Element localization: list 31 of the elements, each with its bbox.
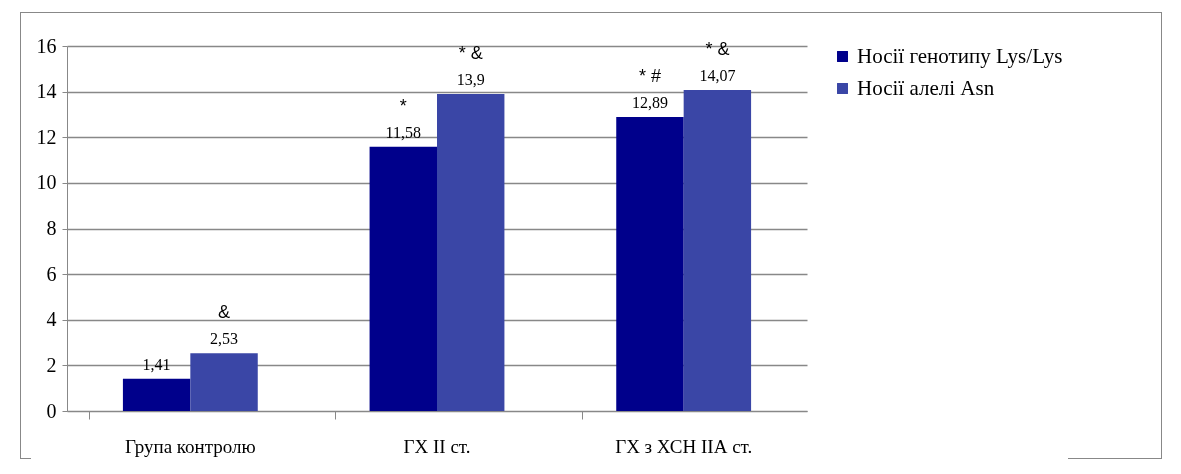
bar [369,146,437,411]
y-tick-label: 4 [46,308,57,331]
y-tick-label: 16 [36,34,57,57]
bar [616,116,684,411]
x-tick-label: ГХ ІІ ст. [403,435,471,457]
bar [683,90,752,411]
legend-label: Носії алелі Asn [857,75,995,100]
data-label: 14,07 [699,67,736,85]
y-tick-label: 8 [46,217,57,239]
y-tick-label: 14 [36,80,57,103]
bar [122,378,191,411]
y-tick-label: 12 [36,125,57,148]
annotation: & [218,302,231,323]
data-label: 2,53 [210,330,239,348]
data-label: 13,9 [456,70,485,88]
annotation: * # [638,65,661,86]
x-tick-label: ГХ з ХСН ІІА ст. [615,435,753,457]
y-tick-label: 0 [46,399,57,422]
annotation: * & [705,39,730,60]
legend-label: Носії генотипу Lys/Lys [857,43,1063,68]
annotation: * [399,95,407,116]
y-tick-label: 2 [46,353,57,376]
annotation: * & [458,42,483,63]
bar [437,93,505,411]
y-tick-label: 6 [46,262,57,285]
y-tick-label: 10 [36,171,57,194]
x-tick-label: Група контролю [124,435,256,457]
data-label: 12,89 [631,93,668,111]
data-label: 11,58 [385,123,421,141]
bar [190,353,258,411]
data-label: 1,41 [142,355,171,373]
